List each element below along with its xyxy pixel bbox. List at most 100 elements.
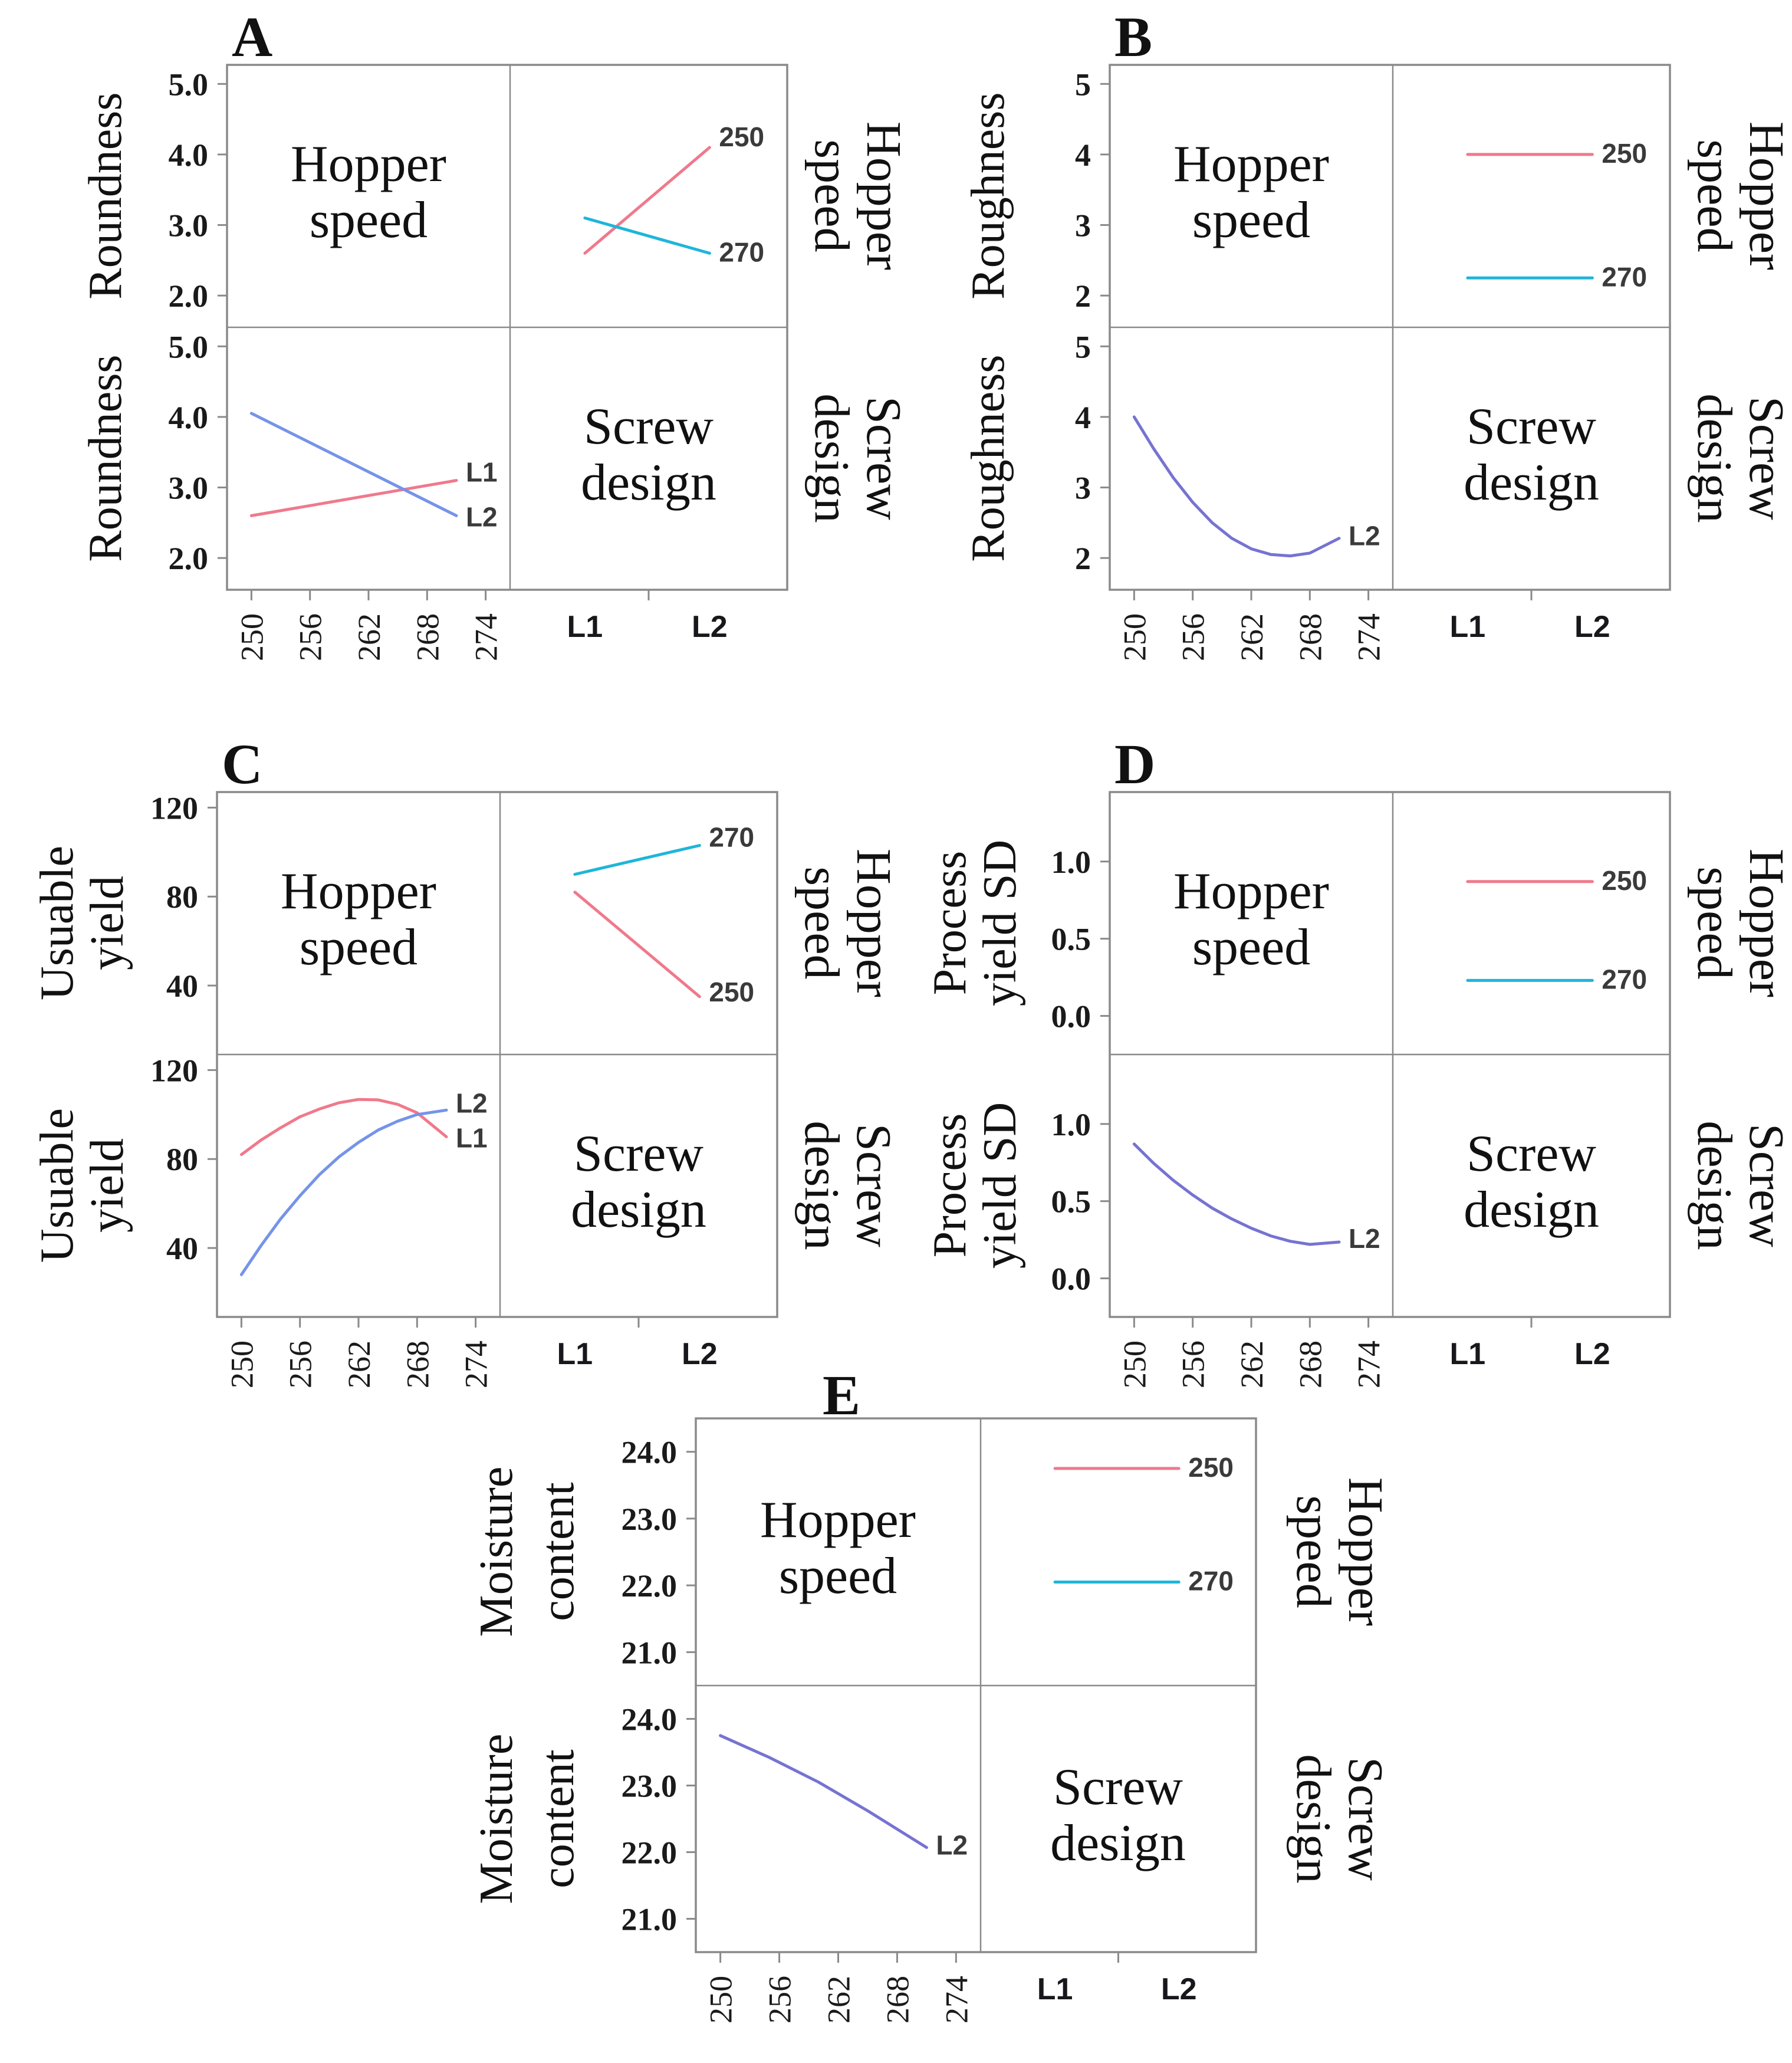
panel-d-ylabel-row2-line2: yield SD [974, 1102, 1026, 1269]
panel-b-yaxis-row1: 5 4 3 2 [1075, 67, 1110, 314]
x-tick-label: 256 [293, 613, 328, 661]
panel-e-yaxis-row1: 24.0 23.0 22.0 21.0 [622, 1435, 696, 1670]
x-tick-label: 262 [351, 613, 387, 661]
y-tick-label: 21.0 [622, 1635, 678, 1670]
x-tick-label: 262 [821, 1976, 857, 2023]
y-tick-label: 3 [1075, 208, 1091, 244]
panel-a-cell-screw-line1: Screw [584, 398, 713, 455]
panel-a-letter: A [232, 5, 272, 68]
x-tick-label: 250 [224, 1341, 259, 1388]
panel-e-ylabel-row2-line1: Moisture [471, 1734, 522, 1904]
series-label-270: 270 [1602, 964, 1647, 994]
y-tick-label: 120 [150, 790, 198, 826]
series-label-250: 250 [1602, 865, 1647, 896]
x-tick-label: 274 [1352, 1341, 1387, 1388]
series-label-250: 250 [709, 977, 754, 1007]
y-tick-label: 2.0 [169, 541, 209, 576]
x-tick-label: 268 [410, 613, 445, 661]
panel-e-xaxis-numeric: 250 256 262 268 274 [703, 1952, 974, 2023]
panel-d-xaxis-categorical: L1 L2 [1450, 1317, 1610, 1371]
series-label-L2: L2 [466, 501, 498, 532]
y-tick-label: 22.0 [622, 1568, 678, 1604]
series-label-L2: L2 [936, 1830, 968, 1861]
y-tick-label: 2 [1075, 278, 1091, 314]
panel-d-cell-screw-line1: Screw [1467, 1125, 1596, 1182]
panel-a-cell-hopper-line2: speed [310, 192, 428, 249]
panel-d-rowlabel-screw-line1: Screw [1739, 1124, 1792, 1247]
y-tick-label: 0.0 [1051, 999, 1091, 1034]
x-cat-label: L1 [1037, 1972, 1073, 2006]
series-label-270: 270 [1602, 261, 1647, 292]
panel-b-cell-screw-interaction: L2 [1132, 415, 1380, 558]
y-tick-label: 3.0 [169, 471, 209, 506]
x-cat-label: L2 [692, 610, 728, 644]
panel-b-ylabel-row2: Roughness [962, 354, 1014, 561]
panel-c-xaxis-numeric: 250 256 262 268 274 [224, 1317, 494, 1388]
panel-e-cell-hopper-line2: speed [779, 1548, 897, 1605]
y-tick-label: 24.0 [622, 1435, 678, 1470]
panel-a-cell-hopper-interaction: 250 270 [583, 121, 764, 267]
panel-e: E Moisture content Moisture content Hopp… [471, 1364, 1393, 2023]
panel-c-cell-screw-line2: design [571, 1181, 706, 1239]
x-tick-label: 268 [880, 1976, 915, 2023]
panel-a-xaxis-categorical: L1 L2 [567, 590, 728, 644]
y-tick-label: 2 [1075, 541, 1091, 576]
series-label-270: 270 [709, 822, 754, 853]
x-tick-label: 274 [939, 1976, 974, 2023]
y-tick-label: 4.0 [169, 137, 209, 173]
panel-a-rowlabel-screw-line1: Screw [856, 396, 911, 520]
panel-a-rowlabel-screw-line2: design [804, 393, 859, 523]
panel-e-rowlabel-hopper-line1: Hopper [1338, 1477, 1393, 1626]
series-label-L2: L2 [456, 1088, 488, 1118]
y-tick-label: 21.0 [622, 1902, 678, 1937]
panel-c-ylabel-row2-line2: yield [81, 1138, 133, 1233]
panel-a-yaxis-row1: 5.0 4.0 3.0 2.0 [169, 67, 227, 314]
y-tick-label: 5 [1075, 67, 1091, 102]
panel-d: D Process yield SD Process yield SD Hopp… [924, 732, 1792, 1388]
series-line-L2 [719, 1734, 928, 1850]
y-tick-label: 40 [166, 1231, 198, 1266]
panel-a-xaxis-numeric: 250 256 262 268 274 [234, 590, 504, 661]
panel-e-ylabel-row1-line2: content [532, 1482, 584, 1621]
panel-d-cell-hopper-interaction: 250 270 [1466, 865, 1647, 994]
x-tick-label: 250 [1117, 613, 1152, 661]
panel-e-cell-screw-line1: Screw [1053, 1759, 1183, 1816]
series-line-L1 [249, 479, 458, 517]
panel-b-rowlabel-hopper-line2: speed [1687, 139, 1742, 252]
panel-b-ylabel-row1: Roughness [962, 92, 1014, 299]
x-cat-label: L2 [1161, 1972, 1197, 2006]
panel-a-cell-screw-line2: design [581, 454, 716, 511]
panel-b-cell-hopper-interaction: 250 270 [1466, 138, 1647, 292]
x-tick-label: 256 [283, 1341, 318, 1388]
y-tick-label: 40 [166, 968, 198, 1004]
panel-b-cell-hopper-line2: speed [1192, 192, 1310, 249]
panel-b-cell-screw-line2: design [1464, 454, 1599, 511]
x-cat-label: L1 [557, 1337, 593, 1371]
panel-a-ylabel-row1: Roundness [80, 92, 131, 299]
panel-c-cell-hopper-line1: Hopper [281, 863, 436, 920]
panel-b-xaxis-categorical: L1 L2 [1450, 590, 1610, 644]
series-line-270 [573, 844, 701, 876]
y-tick-label: 23.0 [622, 1502, 678, 1537]
panel-e-cell-screw-interaction: L2 [719, 1734, 968, 1861]
panel-c-xaxis-categorical: L1 L2 [557, 1317, 718, 1371]
x-tick-label: 268 [400, 1341, 435, 1388]
x-tick-label: 256 [1176, 1341, 1211, 1388]
series-label-270: 270 [1188, 1565, 1234, 1596]
panel-c-cell-screw-line1: Screw [574, 1125, 703, 1182]
series-label-250: 250 [1602, 138, 1647, 169]
panel-d-yaxis-row2: 1.0 0.5 0.0 [1051, 1107, 1110, 1297]
x-cat-label: L1 [1450, 1337, 1486, 1371]
y-tick-label: 24.0 [622, 1702, 678, 1737]
panel-c-cell-hopper-interaction: 270 250 [573, 822, 754, 1007]
series-line-L2 [1132, 415, 1341, 558]
panel-e-yaxis-row2: 24.0 23.0 22.0 21.0 [622, 1702, 696, 1937]
x-cat-label: L1 [567, 610, 603, 644]
y-tick-label: 1.0 [1051, 1107, 1091, 1142]
x-tick-label: 268 [1293, 613, 1328, 661]
series-label-L1: L1 [466, 457, 498, 488]
y-tick-label: 3 [1075, 471, 1091, 506]
y-tick-label: 4.0 [169, 400, 209, 435]
panel-c-rowlabel-hopper-line2: speed [794, 866, 849, 979]
